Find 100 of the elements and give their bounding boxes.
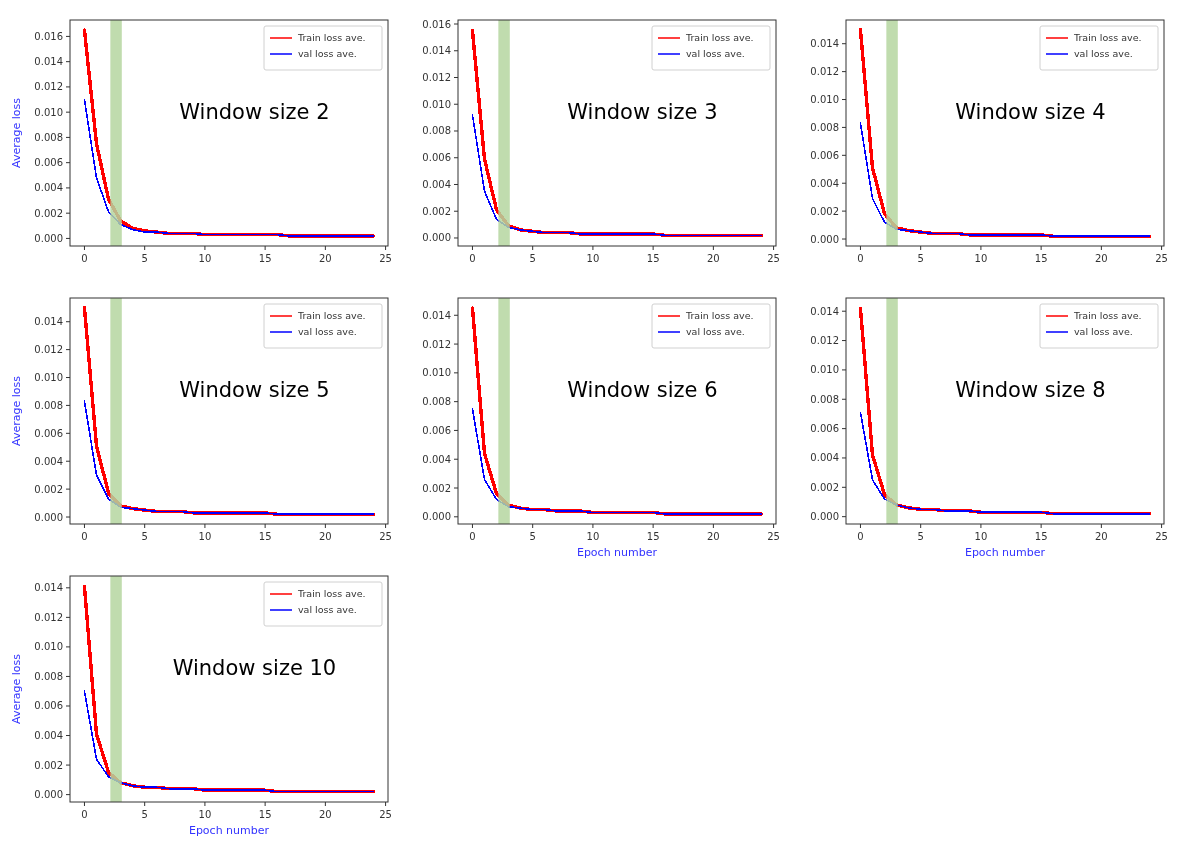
y-tick-label: 0.012 [810,66,839,78]
y-tick-label: 0.010 [34,641,63,653]
x-tick-label: 20 [707,531,720,542]
y-tick-label: 0.008 [34,670,63,682]
y-tick-label: 0.004 [422,178,451,190]
legend-label: Train loss ave. [297,310,366,322]
x-tick-label: 5 [917,253,924,264]
y-tick-label: 0.014 [34,56,63,68]
x-tick-label: 15 [1034,531,1048,542]
y-tick-label: 0.000 [34,232,63,244]
y-tick-label: 0.000 [810,233,839,245]
x-tick-label: 10 [586,253,600,264]
x-tick-label: 5 [141,531,148,542]
y-tick-label: 0.008 [34,399,63,411]
y-tick-label: 0.008 [34,131,63,143]
x-axis-title: Epoch number [964,546,1046,559]
y-tick-label: 0.012 [34,344,63,356]
x-tick-label: 10 [586,531,600,542]
y-tick-label: 0.002 [34,483,63,495]
y-tick-label: 0.010 [422,367,451,379]
y-tick-label: 0.014 [34,582,63,594]
y-tick-label: 0.000 [422,232,451,244]
x-tick-label: 20 [1095,531,1108,542]
y-tick-label: 0.000 [422,511,451,523]
line-series [83,690,375,793]
y-tick-label: 0.004 [810,452,839,464]
line-series [471,408,763,515]
y-tick-label: 0.002 [34,207,63,219]
x-tick-label: 20 [1095,253,1108,264]
y-tick-label: 0.002 [34,759,63,771]
x-tick-label: 5 [529,253,536,264]
annotation: Window size 6 [567,378,718,403]
y-tick-label: 0.012 [34,81,63,93]
x-tick-label: 0 [81,809,88,820]
x-tick-label: 0 [469,253,476,264]
legend-label: val loss ave. [1074,48,1133,60]
y-axis-title: Average loss [10,653,23,724]
x-tick-label: 10 [198,253,212,264]
x-tick-label: 5 [917,531,924,542]
x-tick-label: 25 [379,253,392,264]
y-tick-label: 0.014 [34,316,63,328]
x-tick-label: 25 [1155,253,1168,264]
x-tick-label: 15 [646,253,660,264]
y-tick-label: 0.010 [810,364,839,376]
x-tick-label: 20 [319,253,332,264]
annotation: Window size 10 [172,656,337,681]
x-tick-label: 5 [529,531,536,542]
x-tick-label: 10 [974,531,988,542]
legend-label: val loss ave. [1074,326,1133,338]
legend-label: Train loss ave. [1073,310,1142,322]
legend-label: Train loss ave. [297,32,366,44]
y-tick-label: 0.008 [810,393,839,405]
y-tick-label: 0.000 [34,789,63,801]
y-tick-label: 0.008 [422,396,451,408]
y-tick-label: 0.006 [422,152,451,164]
legend-label: val loss ave. [686,48,745,60]
y-tick-label: 0.014 [810,38,839,50]
x-tick-label: 5 [141,809,148,820]
x-tick-label: 25 [379,809,392,820]
x-tick-label: 0 [81,253,88,264]
line-series [859,122,1151,238]
y-tick-label: 0.008 [810,121,839,133]
x-tick-label: 5 [141,253,148,264]
y-tick-label: 0.012 [422,72,451,83]
line-series [83,400,375,516]
y-tick-label: 0.014 [422,45,451,57]
annotation: Window size 2 [179,100,330,125]
y-tick-label: 0.010 [422,98,451,110]
x-tick-label: 0 [81,531,88,542]
y-tick-label: 0.006 [422,424,451,436]
x-axis-title: Epoch number [188,824,270,837]
y-tick-label: 0.004 [810,177,839,189]
y-tick-label: 0.006 [34,700,63,712]
legend-label: val loss ave. [298,48,357,60]
y-tick-label: 0.002 [422,482,451,494]
y-tick-label: 0.002 [422,205,451,217]
y-tick-label: 0.012 [422,338,451,350]
annotation: Window size 4 [955,100,1106,125]
line-series [859,411,1151,515]
y-tick-label: 0.000 [34,511,63,523]
y-tick-label: 0.004 [34,455,63,467]
y-tick-label: 0.014 [810,305,839,317]
x-tick-label: 15 [1034,253,1048,264]
x-tick-label: 10 [974,253,988,264]
legend-label: Train loss ave. [297,588,366,600]
annotation: Window size 3 [567,100,718,125]
y-tick-label: 0.002 [810,205,839,217]
x-tick-label: 25 [767,531,780,542]
y-tick-label: 0.010 [810,94,839,106]
y-tick-label: 0.008 [422,125,451,137]
x-tick-label: 20 [319,809,332,820]
x-tick-label: 15 [646,531,660,542]
x-axis-title: Epoch number [576,546,658,559]
legend-label: val loss ave. [298,326,357,338]
y-tick-label: 0.006 [34,427,63,439]
y-tick-label: 0.004 [34,730,63,742]
x-tick-label: 25 [1155,531,1168,542]
x-tick-label: 0 [469,531,476,542]
x-tick-label: 0 [857,253,864,264]
x-tick-label: 10 [198,809,212,820]
